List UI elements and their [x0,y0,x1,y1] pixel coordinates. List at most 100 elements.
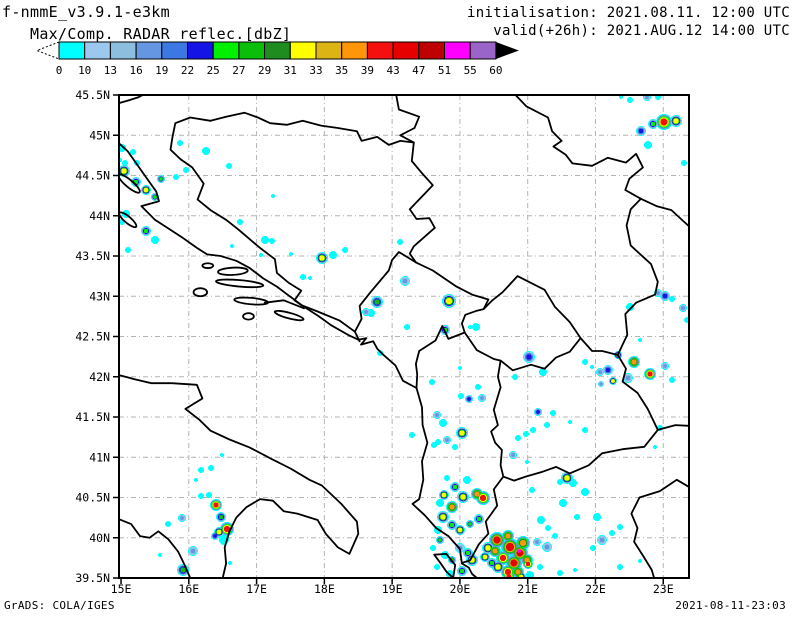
radar-cell [439,419,447,427]
axes: 15E 16E 17E 18E 19E 20E 21E 22E 23E 45.5N 45N 44.5N… [75,88,673,596]
map-outlines [119,95,689,578]
radar-cell [289,252,293,256]
radar-cell [431,442,437,448]
radar-cell [194,478,198,482]
colorbar-segment [109,41,137,60]
radar-cell [485,545,491,551]
radar-cell [436,499,444,507]
radar-cell [459,430,465,436]
border-romania-serbia-danube [514,95,644,200]
radar-cell [544,544,550,550]
colorbar-segment [161,41,189,60]
border-montenegro-serbia [414,261,490,311]
border-macedonia-greece [502,428,659,482]
radar-cell [467,397,471,401]
radar-cell [402,278,408,284]
radar-cell [525,460,529,464]
radar-cell [165,521,171,527]
radar-cell [479,494,487,502]
radar-cell [237,219,243,225]
y-tick-label: 40N [89,531,110,545]
product-title: Max/Comp. RADAR reflec.[dbZ] [30,25,292,43]
island-hvar [215,278,265,289]
colorbar-tick-label: 47 [412,64,425,77]
radar-cell [529,487,535,493]
radar-cell [457,527,463,533]
colorbar-tick-label: 29 [258,64,271,77]
radar-cell [374,299,380,305]
radar-cell [673,118,679,124]
radar-cell [617,564,623,570]
colorbar-tick-label: 16 [129,64,142,77]
radar-cell [319,255,325,261]
radar-cell [510,559,518,567]
y-tick-label: 44.5N [75,169,110,183]
radar-cell [444,475,450,481]
radar-cell [397,239,403,245]
colorbar-above-max-arrow [495,42,519,59]
colorbar-segment [238,41,266,60]
radar-cell [517,549,521,553]
radar-cell [122,160,128,166]
radar-cell [489,560,495,566]
radar-cell [223,525,231,533]
colorbar-tick-label: 43 [386,64,399,77]
colorbar-segment [341,41,368,60]
radar-cell [198,493,204,499]
radar-cell [598,370,602,374]
colorbar-tick-label: 60 [489,64,502,77]
radar-cell [656,291,660,295]
radar-cell [535,540,539,544]
radar-cell [269,238,275,244]
radar-cells [119,95,689,578]
colorbar-tick-label: 55 [464,64,477,77]
x-tick-label: 21E [517,582,538,596]
y-tick-label: 42.5N [75,330,110,344]
radar-cell [573,568,577,572]
border-slovenia-croatia [119,95,144,104]
radar-cell [650,121,656,127]
y-tick-label: 44N [89,209,110,223]
island-brac [217,266,249,276]
colorbar-tick-label: 35 [335,64,348,77]
radar-cell [638,559,642,563]
border-albania-greece [461,475,505,564]
radar-cell [482,554,488,560]
colorbar-segment [84,41,111,60]
colorbar-segment [315,41,343,60]
radar-cell [441,492,447,498]
radar-cell [226,163,232,169]
radar-cell [474,491,480,497]
radar-cell [458,393,464,399]
y-tick-label: 43N [89,289,110,303]
colorbar-tick-label: 19 [155,64,168,77]
border-macedonia-bulgaria [616,354,659,431]
radar-cell [524,557,530,563]
radar-cell [449,522,455,528]
radar-cell [550,410,556,416]
island-mljet [273,309,305,322]
radar-cell [645,95,649,99]
radar-cell [465,550,471,556]
colorbar-segment [58,41,86,60]
radar-cell [523,431,529,437]
radar-cell [208,465,214,471]
radar-cell [180,516,184,520]
colorbar-tick-label: 22 [181,64,194,77]
radar-cell [198,467,204,473]
radar-cell [568,420,572,424]
colorbar-tick-label: 0 [56,64,63,77]
radar-cell [574,514,580,520]
radar-cell [472,323,480,331]
colorbar-segment [469,41,497,60]
radar-cell [519,539,527,547]
radar-cell [590,545,596,551]
radar-cell [480,396,484,400]
border-serbia-macedonia [579,337,619,356]
radar-cell [151,236,159,244]
radar-cell [180,567,186,573]
radar-cell [669,296,675,302]
border-sava-croatia-bosnia [209,111,415,146]
radar-cell [537,516,545,524]
